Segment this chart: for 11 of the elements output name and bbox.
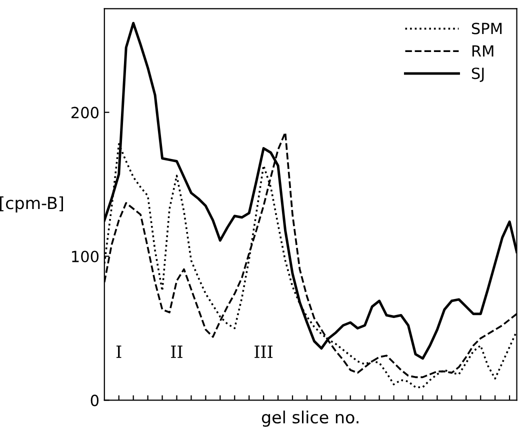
legend-label: RM <box>472 45 494 56</box>
annotation: II <box>171 346 182 358</box>
y-tick-label: 0 <box>90 394 99 406</box>
legend-label: SJ <box>472 68 484 82</box>
annotation: I <box>116 346 122 358</box>
annotation: III <box>254 346 273 358</box>
y-axis-title: [cpm-B] <box>0 196 63 213</box>
y-tick-label: 100 <box>72 250 99 262</box>
x-axis-title: gel slice no. <box>262 410 358 427</box>
y-tick-label: 200 <box>71 106 99 118</box>
legend-label: SPM <box>472 22 502 34</box>
